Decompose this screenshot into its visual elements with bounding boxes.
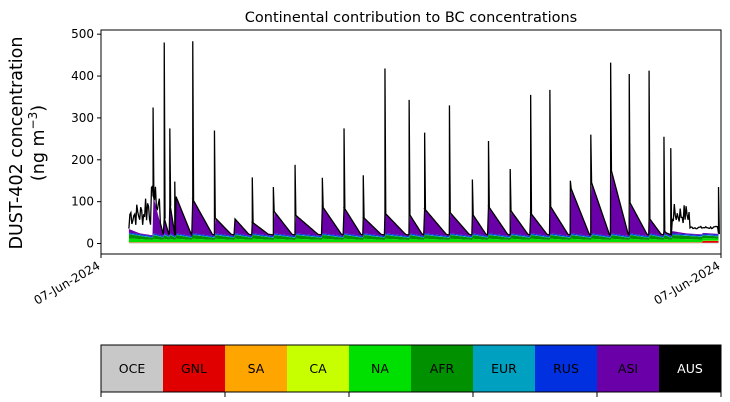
legend-label-gnl: GNL [181,361,207,376]
legend-label-na: NA [371,361,389,376]
legend-item-aus: AUS [659,345,721,392]
area-series-oce [128,242,719,244]
area-series-ca [128,240,719,243]
area-series-rus [128,232,719,238]
legend-item-eur: EUR [473,345,535,392]
legend-swatch-na [349,345,411,392]
y-tick-label-200: 200 [71,153,94,167]
legend-label-afr: AFR [430,361,455,376]
legend-item-afr: AFR [411,345,473,392]
legend-swatch-afr [411,345,473,392]
y-axis-label-line2: (ng m−3) [26,105,49,181]
y-tick-label-400: 400 [71,69,94,83]
y-axis-unit-prefix: (ng m [29,129,49,181]
y-tick-label-100: 100 [71,195,94,209]
legend-swatch-aus [659,345,721,392]
y-axis-unit-exponent: −3 [26,112,40,130]
area-series-na [128,238,719,243]
area-series-afr [128,234,719,240]
chart-title: Continental contribution to BC concentra… [245,10,577,26]
area-series-asi [128,171,719,237]
x-axis-ticks: 07-Jun-2024 07-Jun-2024 [32,254,723,308]
legend-frame [100,344,722,393]
legend-swatch-gnl [163,345,225,392]
x-tick-label-0: 07-Jun-2024 [32,258,103,307]
area-series-gnl [128,241,719,243]
legend-swatch-sa [225,345,287,392]
legend-item-ca: CA [287,345,349,392]
legend-swatch-oce [101,345,163,392]
y-tick-label-300: 300 [71,111,94,125]
stacked-area-plot [128,171,719,244]
y-axis-label: DUST-402 concentration (ng m−3) [7,37,49,250]
legend-swatch-rus [535,345,597,392]
region-legend-bar: OCE GNL SA CA NA AFR EUR RUS ASI AUS [100,344,722,397]
plot-frame [100,29,722,255]
legend-label-oce: OCE [119,361,146,376]
area-series-eur [128,233,719,238]
legend-label-ca: CA [309,361,327,376]
total-line-path [128,41,720,237]
legend-label-asi: ASI [618,361,638,376]
legend-swatch-asi [597,345,659,392]
legend-label-rus: RUS [553,361,579,376]
legend-item-rus: RUS [535,345,597,392]
y-tick-label-0: 0 [86,237,94,251]
legend-label-aus: AUS [677,361,703,376]
area-series-sa [128,240,719,243]
legend-item-asi: ASI [597,345,659,392]
legend-swatch-eur [473,345,535,392]
legend-label-sa: SA [248,361,265,376]
y-tick-label-500: 500 [71,27,94,41]
legend-label-eur: EUR [491,361,517,376]
legend-swatch-ca [287,345,349,392]
y-axis-unit-suffix: ) [29,105,49,112]
legend-item-na: NA [349,345,411,392]
legend-item-gnl: GNL [163,345,225,392]
legend-item-oce: OCE [101,345,163,392]
y-axis-ticks: 0 100 200 300 400 500 [71,27,101,251]
total-concentration-line [128,41,720,237]
y-axis-label-line1: DUST-402 concentration [7,37,27,250]
legend-item-sa: SA [225,345,287,392]
x-tick-label-1: 07-Jun-2024 [652,258,723,307]
